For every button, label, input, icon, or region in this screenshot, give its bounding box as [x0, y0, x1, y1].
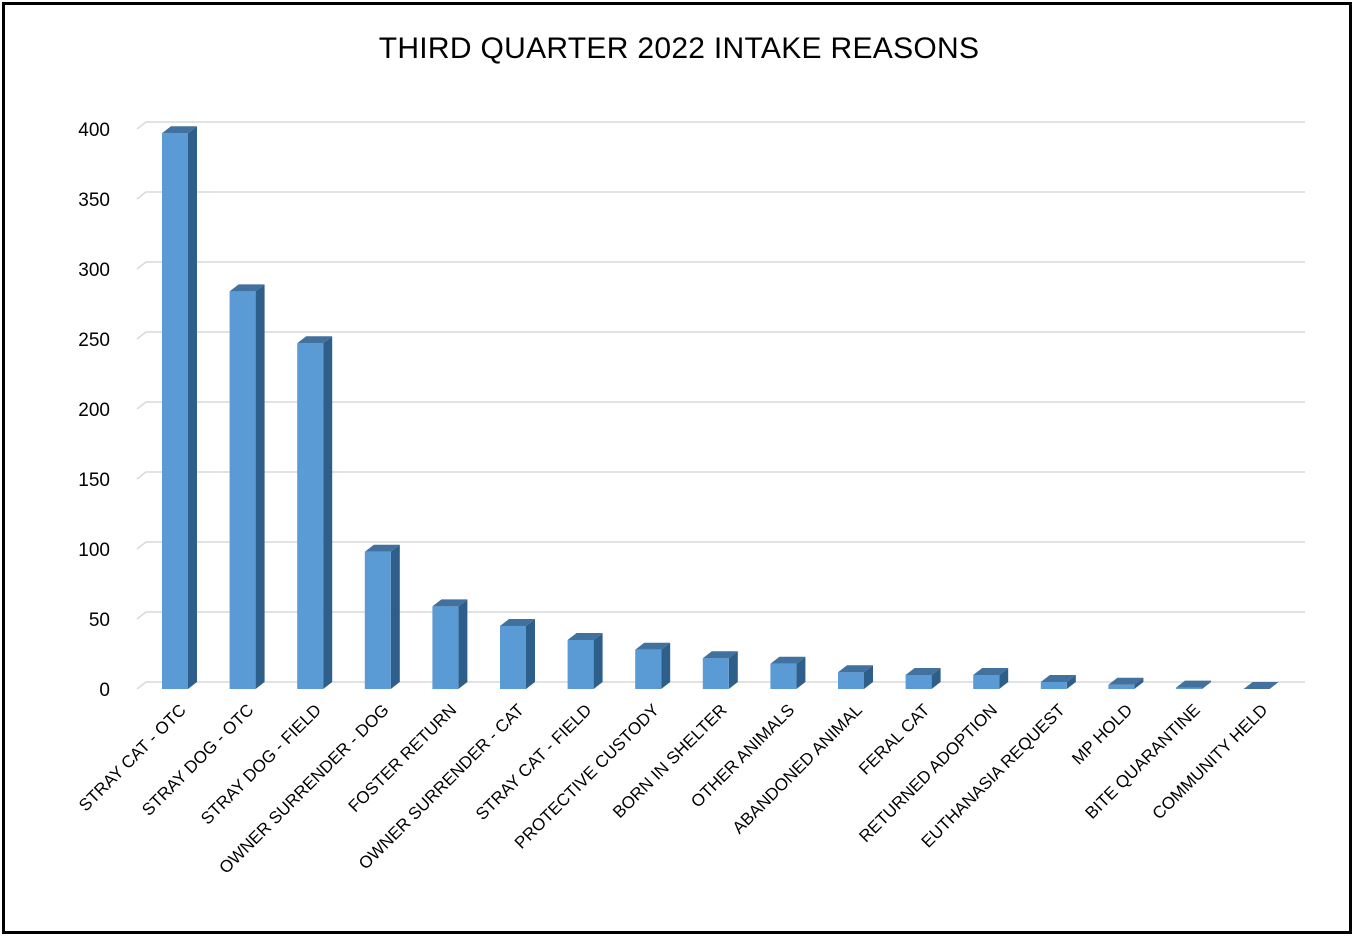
bar-top — [770, 656, 806, 664]
bar-front — [567, 640, 594, 689]
bar-top — [1243, 682, 1279, 689]
bar — [838, 665, 873, 689]
bar-top — [1040, 675, 1076, 682]
bar-side — [526, 619, 535, 689]
gridline-depth — [136, 261, 147, 270]
bar-front — [432, 606, 459, 689]
gridline-depth — [136, 471, 147, 480]
bar-side — [593, 633, 603, 689]
bar-front — [905, 675, 932, 689]
bar-side — [661, 642, 671, 689]
bar — [770, 656, 806, 689]
bar-side — [864, 665, 873, 689]
y-tick-label: 350 — [78, 190, 110, 211]
bar-top — [1176, 680, 1211, 688]
bar-front — [702, 658, 729, 689]
y-tick-label: 150 — [78, 470, 110, 491]
bar — [702, 651, 738, 689]
x-category-label: BITE QUARANTINE — [1082, 700, 1204, 822]
bar-front — [229, 291, 256, 689]
bar-front — [297, 343, 324, 689]
y-tick-label: 200 — [78, 400, 110, 421]
bar-side — [188, 126, 197, 689]
chart-title: THIRD QUARTER 2022 INTAKE REASONS — [378, 32, 980, 65]
y-tick-label: 50 — [89, 610, 110, 631]
bar-front — [1108, 684, 1135, 689]
bar-top — [500, 619, 535, 626]
gridline-depth — [136, 331, 147, 340]
x-category-label: COMMUNITY HELD — [1149, 700, 1272, 823]
gridline-depth — [136, 681, 147, 690]
gridline-depth — [136, 401, 147, 410]
bar-front — [1176, 687, 1202, 689]
x-category-label: ABANDONED ANIMAL — [729, 700, 866, 837]
bar-top — [432, 599, 468, 607]
bar-front — [364, 551, 391, 689]
bar — [162, 126, 197, 689]
bar-top — [162, 126, 197, 134]
bar-side — [323, 336, 333, 689]
y-tick-label: 300 — [78, 260, 110, 281]
bar-top — [567, 633, 603, 640]
bar — [432, 599, 468, 689]
bar — [1176, 680, 1211, 689]
bar-front — [838, 672, 864, 689]
bar-side — [728, 651, 738, 689]
bar — [500, 619, 535, 689]
bar — [973, 668, 1009, 689]
bar-top — [229, 284, 265, 292]
bar-front — [500, 626, 526, 689]
x-category-label: STRAY DOG - FIELD — [197, 700, 325, 828]
y-tick-label: 0 — [99, 680, 110, 701]
bar — [1040, 675, 1076, 689]
bar — [635, 642, 671, 689]
bar-front — [1040, 682, 1067, 689]
bar-top — [635, 642, 671, 650]
x-category-label: RETURNED ADOPTION — [855, 700, 1001, 846]
bar-side — [458, 599, 468, 689]
gridline-depth — [136, 611, 147, 620]
bar-front — [770, 663, 797, 689]
bar-front — [635, 649, 662, 689]
gridline-depth — [136, 541, 147, 550]
bars — [162, 126, 1279, 689]
y-axis-tick-labels: 0 50 100 150 200 250 300 350 400 — [78, 120, 110, 701]
bar-side — [390, 544, 400, 689]
bar-front — [162, 133, 188, 689]
bar-side — [1134, 677, 1144, 689]
bar-top — [702, 651, 738, 659]
y-tick-label: 400 — [78, 120, 110, 141]
x-category-label: EUTHANASIA REQUEST — [918, 700, 1069, 851]
bar-top — [905, 668, 941, 675]
y-tick-label: 100 — [78, 540, 110, 561]
bar-top — [364, 544, 400, 552]
x-category-label: BORN IN SHELTER — [609, 700, 730, 821]
bar — [567, 633, 603, 689]
bar — [229, 284, 265, 689]
bar-front — [973, 675, 1000, 689]
gridlines — [136, 121, 1305, 690]
x-category-label: MP HOLD — [1068, 700, 1136, 768]
bar — [1108, 677, 1144, 689]
bar-top — [973, 668, 1009, 675]
bar-side — [796, 656, 806, 689]
bar — [905, 668, 941, 689]
gridline-depth — [136, 121, 147, 130]
bar-side — [255, 284, 265, 689]
y-tick-label: 250 — [78, 330, 110, 351]
bar — [1243, 682, 1279, 689]
x-category-label: STRAY CAT - FIELD — [472, 700, 595, 823]
bar-top — [297, 336, 333, 344]
bar-side — [1202, 680, 1211, 689]
bar — [297, 336, 333, 689]
bar-top — [838, 665, 873, 673]
bar-side — [1066, 675, 1076, 689]
bar-top — [1108, 677, 1144, 685]
bar — [364, 544, 400, 689]
gridline-depth — [136, 191, 147, 200]
x-category-label: STRAY DOG - OTC — [138, 700, 257, 819]
